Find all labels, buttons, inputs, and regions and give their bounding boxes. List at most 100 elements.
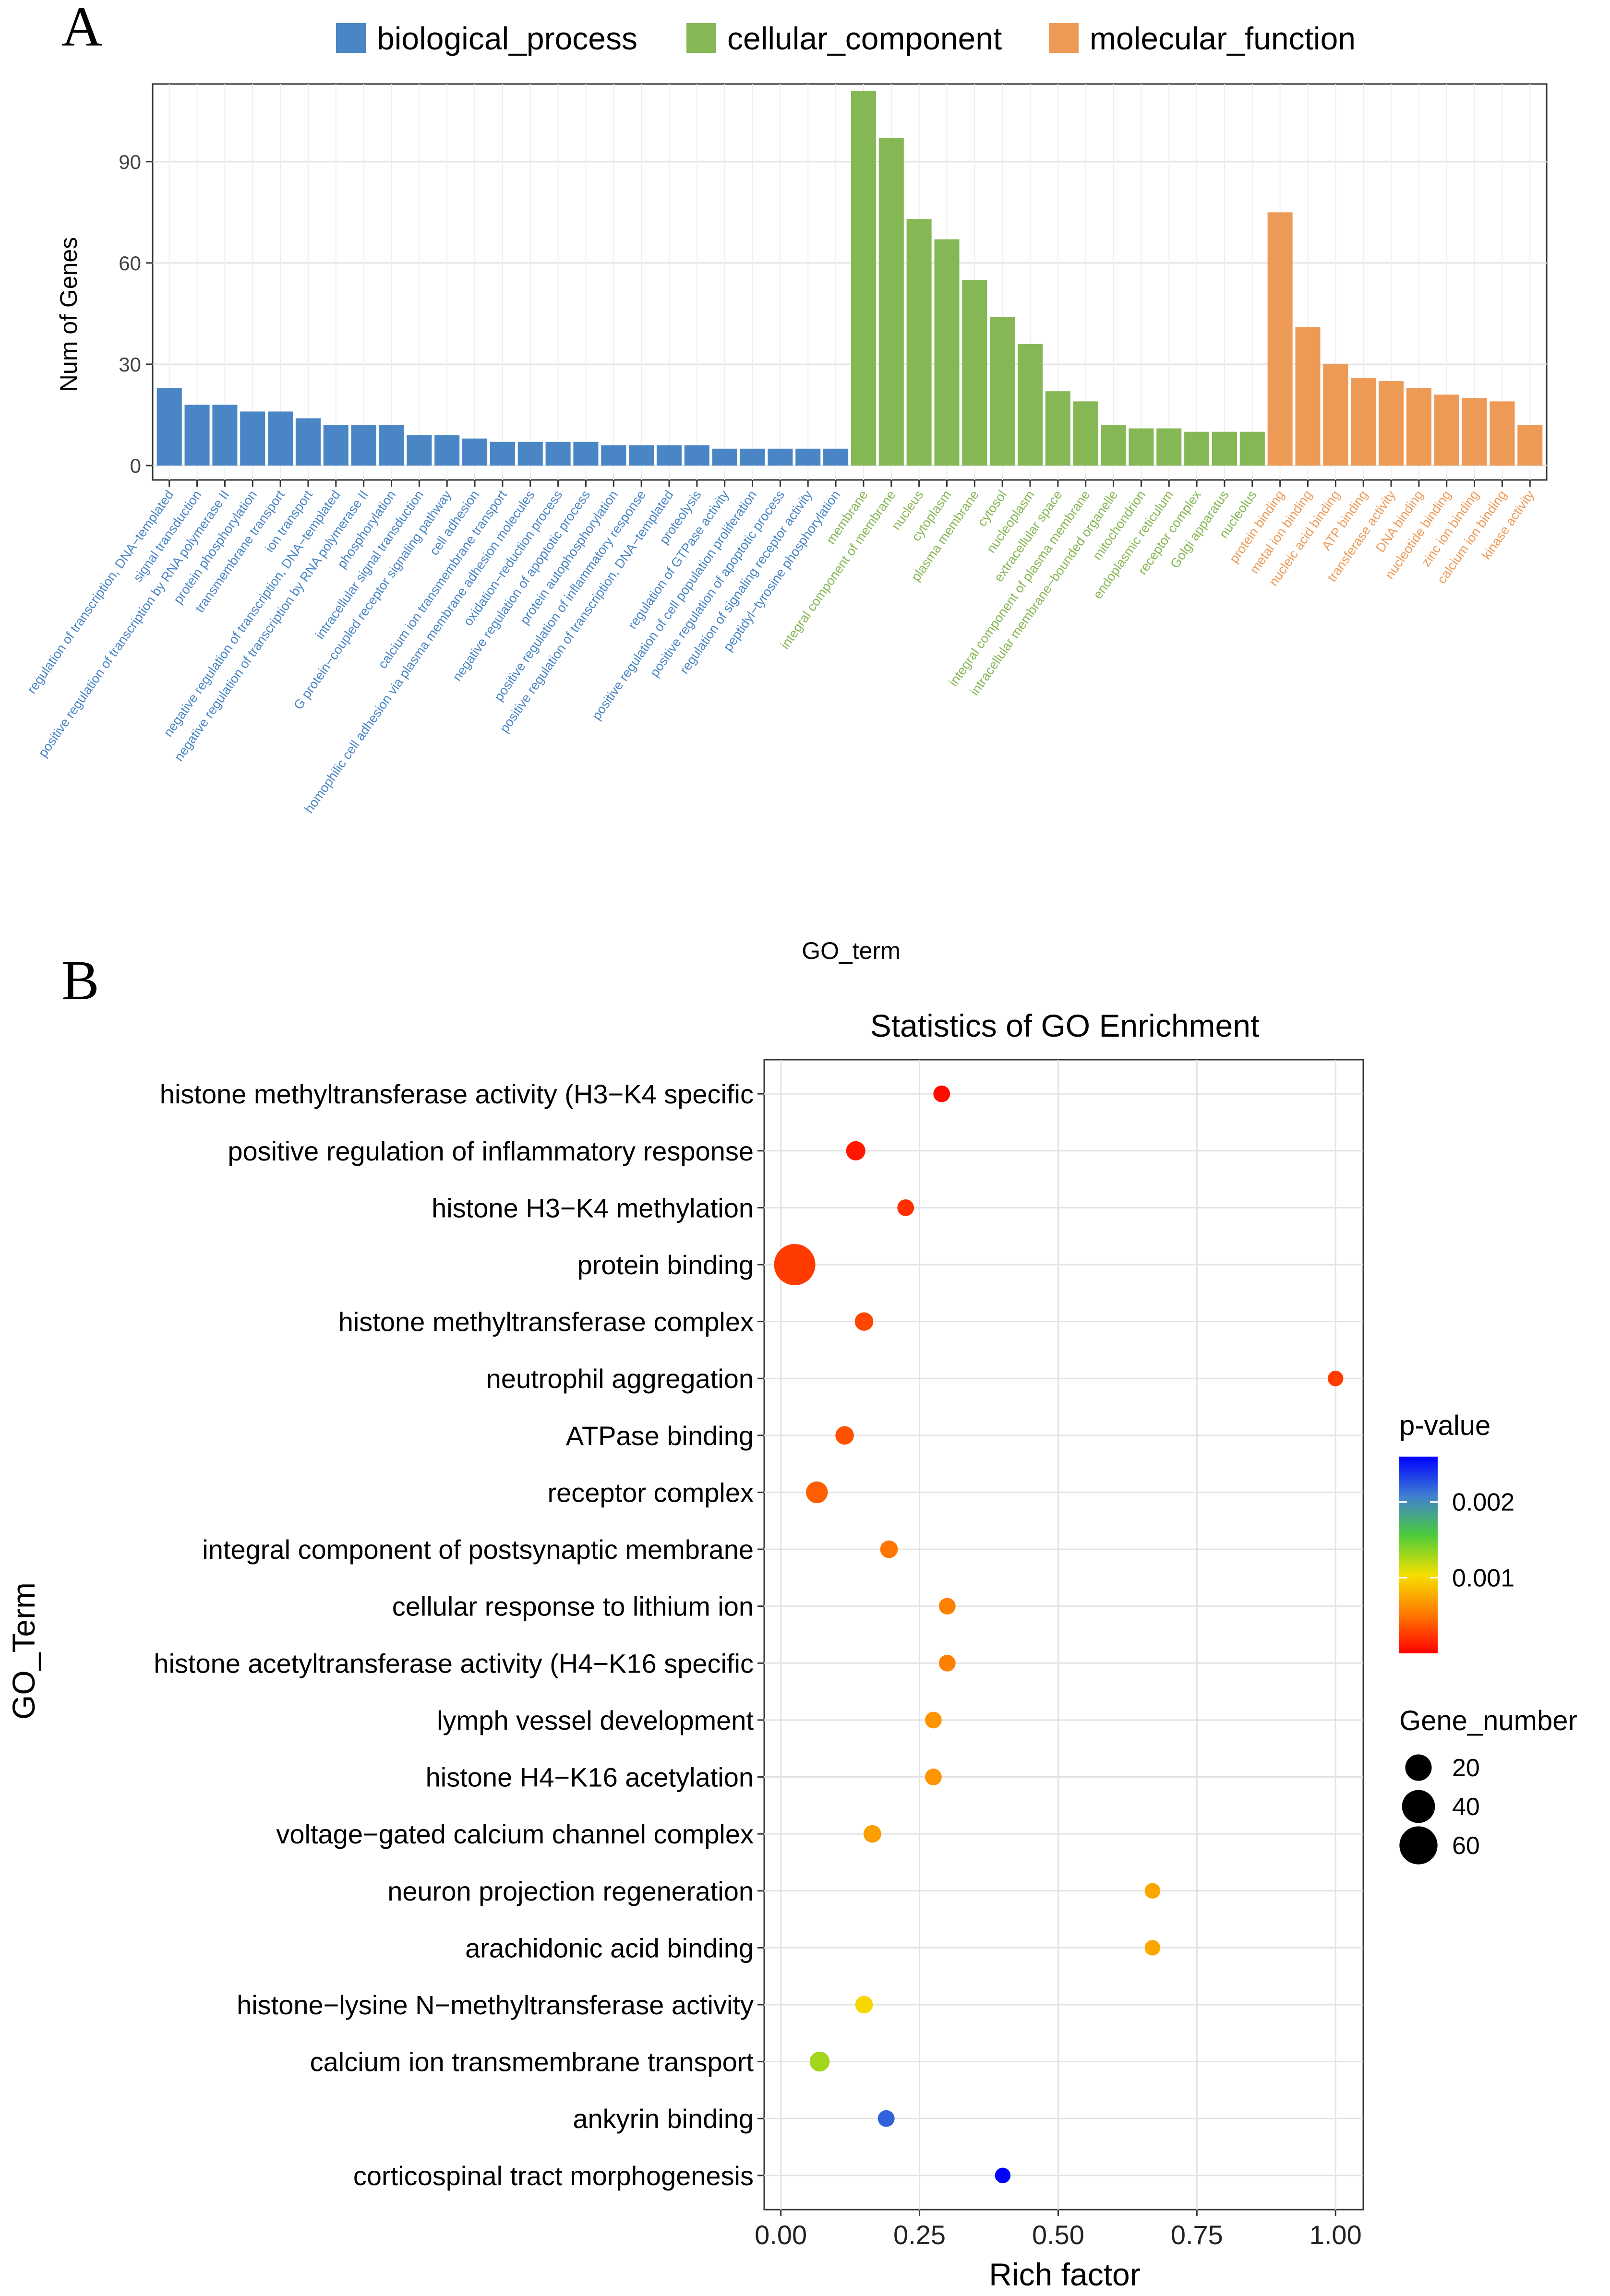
bar xyxy=(851,91,876,466)
bar-chart-y-tick-label: 60 xyxy=(119,252,141,275)
bar xyxy=(379,425,404,466)
bar xyxy=(240,411,265,466)
bar-chart-y-tick-label: 90 xyxy=(119,151,141,173)
dot-plot-plot-area xyxy=(763,1059,1364,2211)
bar xyxy=(1184,431,1210,466)
dot-plot-y-tick-label: cellular response to lithium ion xyxy=(392,1591,754,1622)
legend-swatch xyxy=(686,23,716,53)
dot-plot-x-tick-label: 0.50 xyxy=(1032,2220,1084,2250)
panel-label-b: B xyxy=(61,949,99,1012)
dot-plot-y-tick-label: calcium ion transmembrane transport xyxy=(310,2047,754,2077)
bar xyxy=(268,411,293,466)
gene-number-legend-title: Gene_number xyxy=(1399,1705,1577,1736)
dot-plot-y-tick-label: corticospinal tract morphogenesis xyxy=(353,2161,754,2191)
bar xyxy=(1323,364,1348,466)
dot-plot-y-axis-title: GO_Term xyxy=(6,1582,41,1720)
dot-plot-x-tick-label: 0.00 xyxy=(755,2220,807,2250)
bar xyxy=(1045,391,1070,466)
bar xyxy=(490,442,515,466)
bar xyxy=(934,239,960,466)
bar xyxy=(212,405,238,466)
bar xyxy=(1351,378,1376,466)
bar xyxy=(768,448,793,466)
bar-chart-y-axis: 0 30 60 90 xyxy=(119,151,153,477)
legend-swatch xyxy=(336,23,366,53)
dot-plot-y-tick-label: voltage−gated calcium channel complex xyxy=(276,1819,754,1849)
data-point xyxy=(938,1654,956,1672)
bar xyxy=(434,435,460,466)
bar xyxy=(1295,327,1321,466)
bar xyxy=(656,445,682,466)
bar xyxy=(1239,431,1265,466)
bar xyxy=(1379,381,1404,466)
data-point xyxy=(1144,1940,1161,1956)
dot-plot-y-tick-label: histone−lysine N−methyltransferase activ… xyxy=(237,1990,754,2020)
bar xyxy=(740,448,765,466)
dot-plot-x-tick-label: 0.75 xyxy=(1171,2220,1223,2250)
bar xyxy=(184,405,210,466)
dot-plot-y-tick-label: histone acetyltransferase activity (H4−K… xyxy=(154,1648,754,1678)
bar xyxy=(906,219,932,466)
dot-plot-y-tick-label: histone H4−K16 acetylation xyxy=(426,1762,754,1793)
dot-plot-x-axis-title: Rich factor xyxy=(989,2257,1140,2292)
bar xyxy=(1101,425,1126,466)
data-point xyxy=(877,2110,895,2127)
dot-plot-y-tick-label: ankyrin binding xyxy=(573,2104,754,2134)
bar-chart-y-tick-label: 30 xyxy=(119,353,141,376)
data-point xyxy=(863,1825,881,1843)
data-point xyxy=(809,2051,830,2072)
p-value-color-bar xyxy=(1399,1457,1438,1653)
dot-plot-y-tick-label: arachidonic acid binding xyxy=(465,1933,754,1963)
bar-chart-legend: biological_process cellular_component mole… xyxy=(336,21,1356,56)
data-point xyxy=(995,2167,1011,2184)
dot-plot-y-tick-label: integral component of postsynaptic membr… xyxy=(202,1534,754,1565)
data-point xyxy=(897,1199,914,1216)
bar xyxy=(545,442,571,466)
data-point xyxy=(774,1244,816,1286)
dot-plot-title: Statistics of GO Enrichment xyxy=(870,1008,1260,1043)
bar xyxy=(1156,428,1182,466)
dot-plot-x-tick-label: 0.25 xyxy=(893,2220,946,2250)
bar xyxy=(573,442,599,466)
bar xyxy=(1212,431,1237,466)
size-legend-label: 20 xyxy=(1452,1754,1480,1782)
dot-plot-panel: Statistics of GO Enrichment histone meth… xyxy=(6,1008,1577,2292)
bar xyxy=(323,425,348,466)
bar xyxy=(1462,398,1487,466)
bar-chart-x-axis: regulation of transcription, DNA−templat… xyxy=(24,480,1537,816)
bar xyxy=(684,445,709,466)
bar xyxy=(517,442,543,466)
bar xyxy=(629,445,654,466)
bar xyxy=(156,388,182,466)
bar-chart-panel: biological_process cellular_component mole… xyxy=(24,21,1548,964)
bar-chart-y-tick-label: 0 xyxy=(130,454,141,477)
data-point xyxy=(925,1769,942,1785)
bar xyxy=(407,435,432,466)
data-point xyxy=(880,1540,898,1558)
size-legend-dot xyxy=(1399,1826,1438,1865)
bar xyxy=(1073,401,1098,466)
dot-plot-y-tick-label: receptor complex xyxy=(547,1477,754,1507)
dot-plot-x-axis: 0.00 0.25 0.50 0.75 1.00 xyxy=(755,2210,1362,2250)
bar xyxy=(795,448,821,466)
bar-chart-y-axis-title: Num of Genes xyxy=(55,237,82,392)
bar xyxy=(1267,212,1293,466)
data-point xyxy=(1327,1371,1344,1387)
legend-label: biological_process xyxy=(377,21,637,56)
bar xyxy=(295,418,321,466)
bar xyxy=(823,448,849,466)
bar xyxy=(962,280,987,466)
size-legend-dot xyxy=(1405,1754,1432,1781)
gene-number-legend: Gene_number 20 40 60 xyxy=(1399,1705,1577,1865)
dot-plot-y-axis: histone methyltransferase activity (H3−K… xyxy=(154,1079,764,2191)
bar xyxy=(990,317,1015,466)
bar xyxy=(1017,344,1043,466)
legend-label: cellular_component xyxy=(727,21,1002,56)
dot-plot-y-tick-label: protein binding xyxy=(577,1250,754,1280)
bar-chart-x-axis-title: GO_term xyxy=(802,937,901,964)
data-point xyxy=(925,1711,942,1729)
dot-plot-y-tick-label: histone methyltransferase activity (H3−K… xyxy=(160,1079,754,1109)
bar xyxy=(1434,395,1459,466)
p-value-tick-label: 0.001 xyxy=(1452,1564,1514,1592)
